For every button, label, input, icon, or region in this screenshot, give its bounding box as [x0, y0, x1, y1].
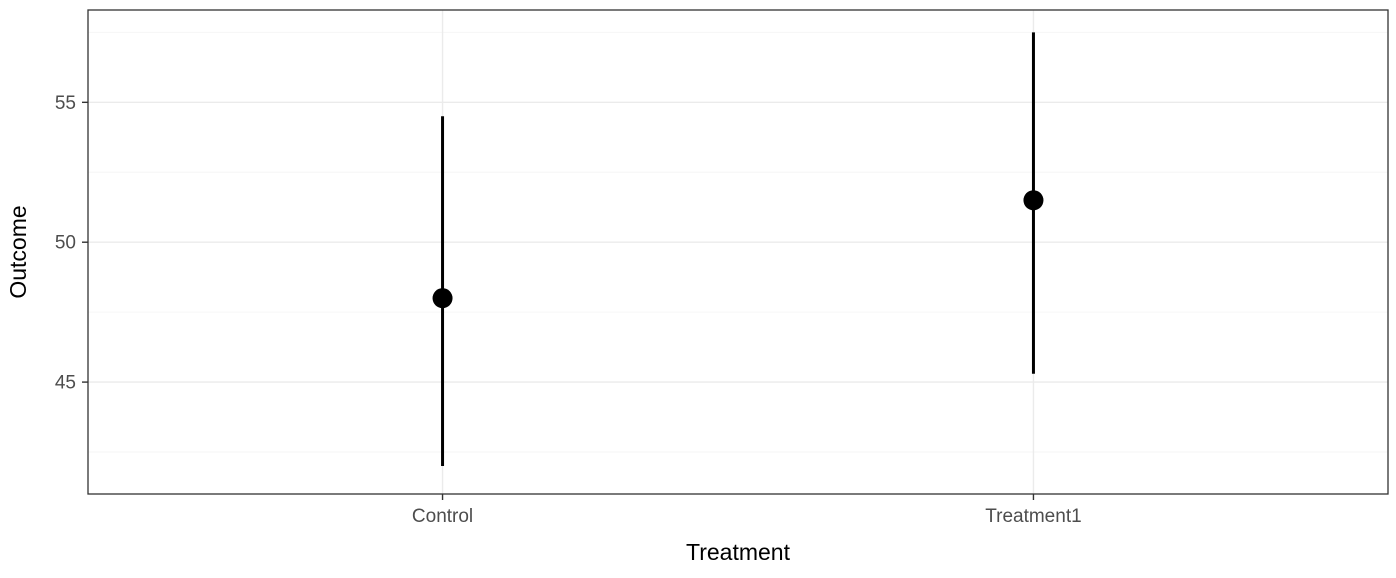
x-tick-label: Treatment1 [985, 506, 1081, 527]
y-axis-title: Outcome [5, 205, 31, 298]
y-tick-label: 45 [55, 373, 76, 394]
y-tick-label: 55 [55, 93, 76, 114]
panel-background [88, 10, 1388, 494]
x-axis-title: Treatment [686, 539, 791, 565]
x-tick-label: Control [412, 506, 473, 527]
point-estimate [1023, 190, 1044, 211]
point-estimate [432, 288, 453, 309]
panel-border [87, 9, 1389, 495]
y-tick-label: 50 [55, 233, 76, 254]
